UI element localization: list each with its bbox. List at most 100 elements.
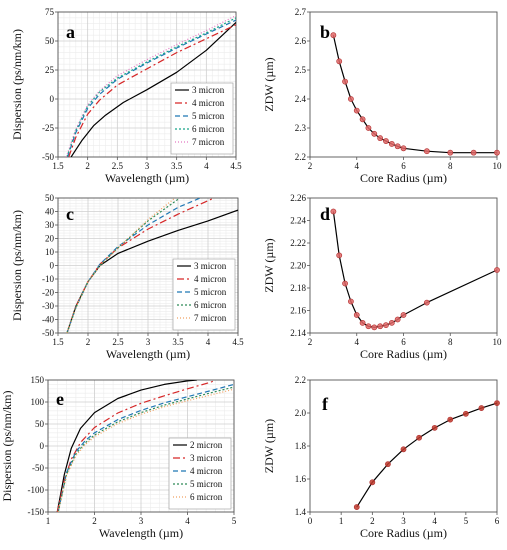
legend-label: 6 micron <box>194 300 227 310</box>
x-tick-label: 4 <box>355 161 360 171</box>
data-point-marker <box>348 298 354 305</box>
panel-letter: e <box>56 389 64 409</box>
panel-letter: f <box>322 394 329 414</box>
y-tick-label: 2.16 <box>290 306 306 316</box>
data-point-marker <box>371 324 378 331</box>
data-point-marker <box>359 116 366 123</box>
plot-frame <box>309 379 498 513</box>
x-tick-label: 3.5 <box>171 161 183 171</box>
data-series-group <box>332 211 497 328</box>
data-point-marker <box>365 125 372 131</box>
legend-label: 4 micron <box>192 98 225 108</box>
data-point-marker <box>371 130 378 137</box>
x-tick-label: 8 <box>448 161 453 171</box>
data-point-marker <box>494 267 500 273</box>
y-tick-label: 40 <box>45 207 55 217</box>
x-axis-label: Core Radius (µm) <box>360 347 447 361</box>
data-point-marker <box>462 410 469 417</box>
legend-box <box>168 437 232 510</box>
x-tick-label: 4 <box>185 516 190 526</box>
panel-letter: d <box>320 204 330 224</box>
chart-panel-c: 1.5 2 2.5 3 3.5 4 4.5 -50 -40 -30 -20 -10 0 10 20 30 40 5… <box>10 193 244 361</box>
data-point-marker <box>388 141 395 147</box>
y-tick-label: -100 <box>28 485 45 495</box>
data-series-group <box>356 402 497 508</box>
y-tick-label: 50 <box>45 193 55 203</box>
y-tick-label: -40 <box>42 315 54 325</box>
x-tick-label: 4.5 <box>232 337 244 347</box>
legend-label: 5 micron <box>192 111 225 121</box>
x-tick-label: 3.5 <box>172 337 184 347</box>
y-tick-label: 2.4 <box>295 94 307 104</box>
y-tick-label: 0 <box>40 441 45 451</box>
y-tick-label: -10 <box>42 274 54 284</box>
y-tick-label: 2.14 <box>290 328 306 338</box>
legend-label: 2 micron <box>190 440 223 450</box>
data-point-marker <box>400 312 407 318</box>
data-point-marker <box>400 145 407 152</box>
data-point-marker <box>336 252 343 259</box>
y-tick-label: -50 <box>32 463 44 473</box>
data-point-marker <box>423 148 430 155</box>
legend-label: 5 micron <box>190 479 223 489</box>
x-tick-label: 4 <box>432 516 437 526</box>
chart-panel-b: 2 4 6 8 10 2.2 2.3 2.4 2.5 2.6 2.7 Core Radius (µm)… <box>262 7 502 185</box>
data-point-marker <box>383 322 389 329</box>
legend-label: 3 micron <box>192 85 225 95</box>
x-axis-label: Core Radius (µm) <box>360 526 447 540</box>
data-point-marker <box>394 316 401 323</box>
x-tick-label: 1.5 <box>52 337 64 347</box>
x-tick-label: 2 <box>86 337 91 347</box>
plot-frame <box>309 11 498 158</box>
data-point-marker <box>342 280 348 287</box>
y-axis-label: Dispersion (ps/nm/km) <box>10 210 24 321</box>
x-tick-label: 1 <box>46 516 51 526</box>
x-axis-label: Wavelength (µm) <box>99 526 183 540</box>
legend: 3 micron 4 micron 5 micron 6 micron 7 micron <box>170 82 234 155</box>
data-point-marker <box>369 479 376 486</box>
legend-label: 6 micron <box>190 492 223 502</box>
data-point-marker <box>416 434 422 441</box>
x-tick-label: 2 <box>370 516 375 526</box>
y-tick-label: 2.24 <box>290 216 306 226</box>
chart-panel-d: 2 4 6 8 10 2.14 2.16 2.18 2.20 2.22 2.24 2.26 Core R… <box>262 193 502 361</box>
data-point-marker <box>342 78 348 85</box>
chart-panel-e: 1 2 3 4 5 -150 -100 -50 0 50 100 150 Wavelength (µm)… <box>0 375 237 540</box>
x-tick-label: 2.5 <box>112 337 124 347</box>
y-axis-label: ZDW (µm) <box>262 57 276 111</box>
legend-label: 4 micron <box>194 274 227 284</box>
data-point-marker <box>494 400 500 406</box>
y-tick-label: -30 <box>42 301 54 311</box>
y-tick-label: 2.22 <box>290 238 306 248</box>
x-tick-label: 5 <box>464 516 469 526</box>
data-series-group <box>332 35 497 154</box>
legend-label: 6 micron <box>192 124 225 134</box>
data-point-marker <box>330 32 337 39</box>
series-line-1 <box>332 211 497 328</box>
panel-letter: b <box>320 22 330 42</box>
y-tick-label: 2.2 <box>295 152 306 162</box>
y-tick-label: 0 <box>50 261 55 271</box>
data-point-marker <box>394 143 401 150</box>
legend: 3 micron 4 micron 5 micron 6 micron 7 micron <box>172 258 236 331</box>
data-point-marker <box>494 149 500 156</box>
data-point-marker <box>388 319 395 326</box>
data-point-marker <box>478 405 485 411</box>
data-point-marker <box>353 312 360 318</box>
x-axis-label: Wavelength (µm) <box>106 347 190 361</box>
x-tick-label: 4 <box>355 337 360 347</box>
data-point-marker <box>423 299 430 306</box>
x-tick-label: 2 <box>308 337 313 347</box>
x-tick-label: 2 <box>92 516 97 526</box>
x-tick-label: 10 <box>493 161 503 171</box>
data-point-marker <box>431 424 438 431</box>
series-line-4 <box>57 386 234 512</box>
y-tick-label: 2.2 <box>295 375 306 385</box>
data-point-marker <box>353 107 360 114</box>
x-tick-label: 3 <box>401 516 406 526</box>
chart-panel-f: 0 1 2 3 4 5 6 1.4 1.6 1.8 2.0 2.2 Core Radius (µm) ZD… <box>262 375 500 540</box>
y-tick-label: 2.20 <box>290 261 306 271</box>
series-line-1 <box>332 35 497 154</box>
x-axis-label: Core Radius (µm) <box>360 171 447 185</box>
